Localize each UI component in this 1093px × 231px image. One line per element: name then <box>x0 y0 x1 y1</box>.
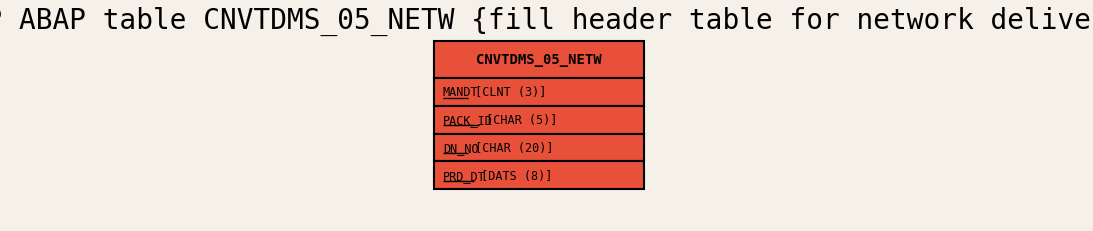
Text: SAP ABAP table CNVTDMS_05_NETW {fill header table for network delivery}: SAP ABAP table CNVTDMS_05_NETW {fill hea… <box>0 7 1093 36</box>
Text: [CLNT (3)]: [CLNT (3)] <box>469 86 546 99</box>
Text: CNVTDMS_05_NETW: CNVTDMS_05_NETW <box>477 53 602 67</box>
Text: PACK_ID: PACK_ID <box>443 114 493 127</box>
Text: [CHAR (20)]: [CHAR (20)] <box>469 141 554 154</box>
FancyBboxPatch shape <box>434 106 644 134</box>
FancyBboxPatch shape <box>434 134 644 162</box>
Text: DN_NO: DN_NO <box>443 141 479 154</box>
FancyBboxPatch shape <box>434 162 644 189</box>
FancyBboxPatch shape <box>434 42 644 79</box>
Text: MANDT: MANDT <box>443 86 479 99</box>
Text: [DATS (8)]: [DATS (8)] <box>473 169 552 182</box>
Text: [CHAR (5)]: [CHAR (5)] <box>479 114 557 127</box>
Text: PRD_DT: PRD_DT <box>443 169 485 182</box>
FancyBboxPatch shape <box>434 79 644 106</box>
